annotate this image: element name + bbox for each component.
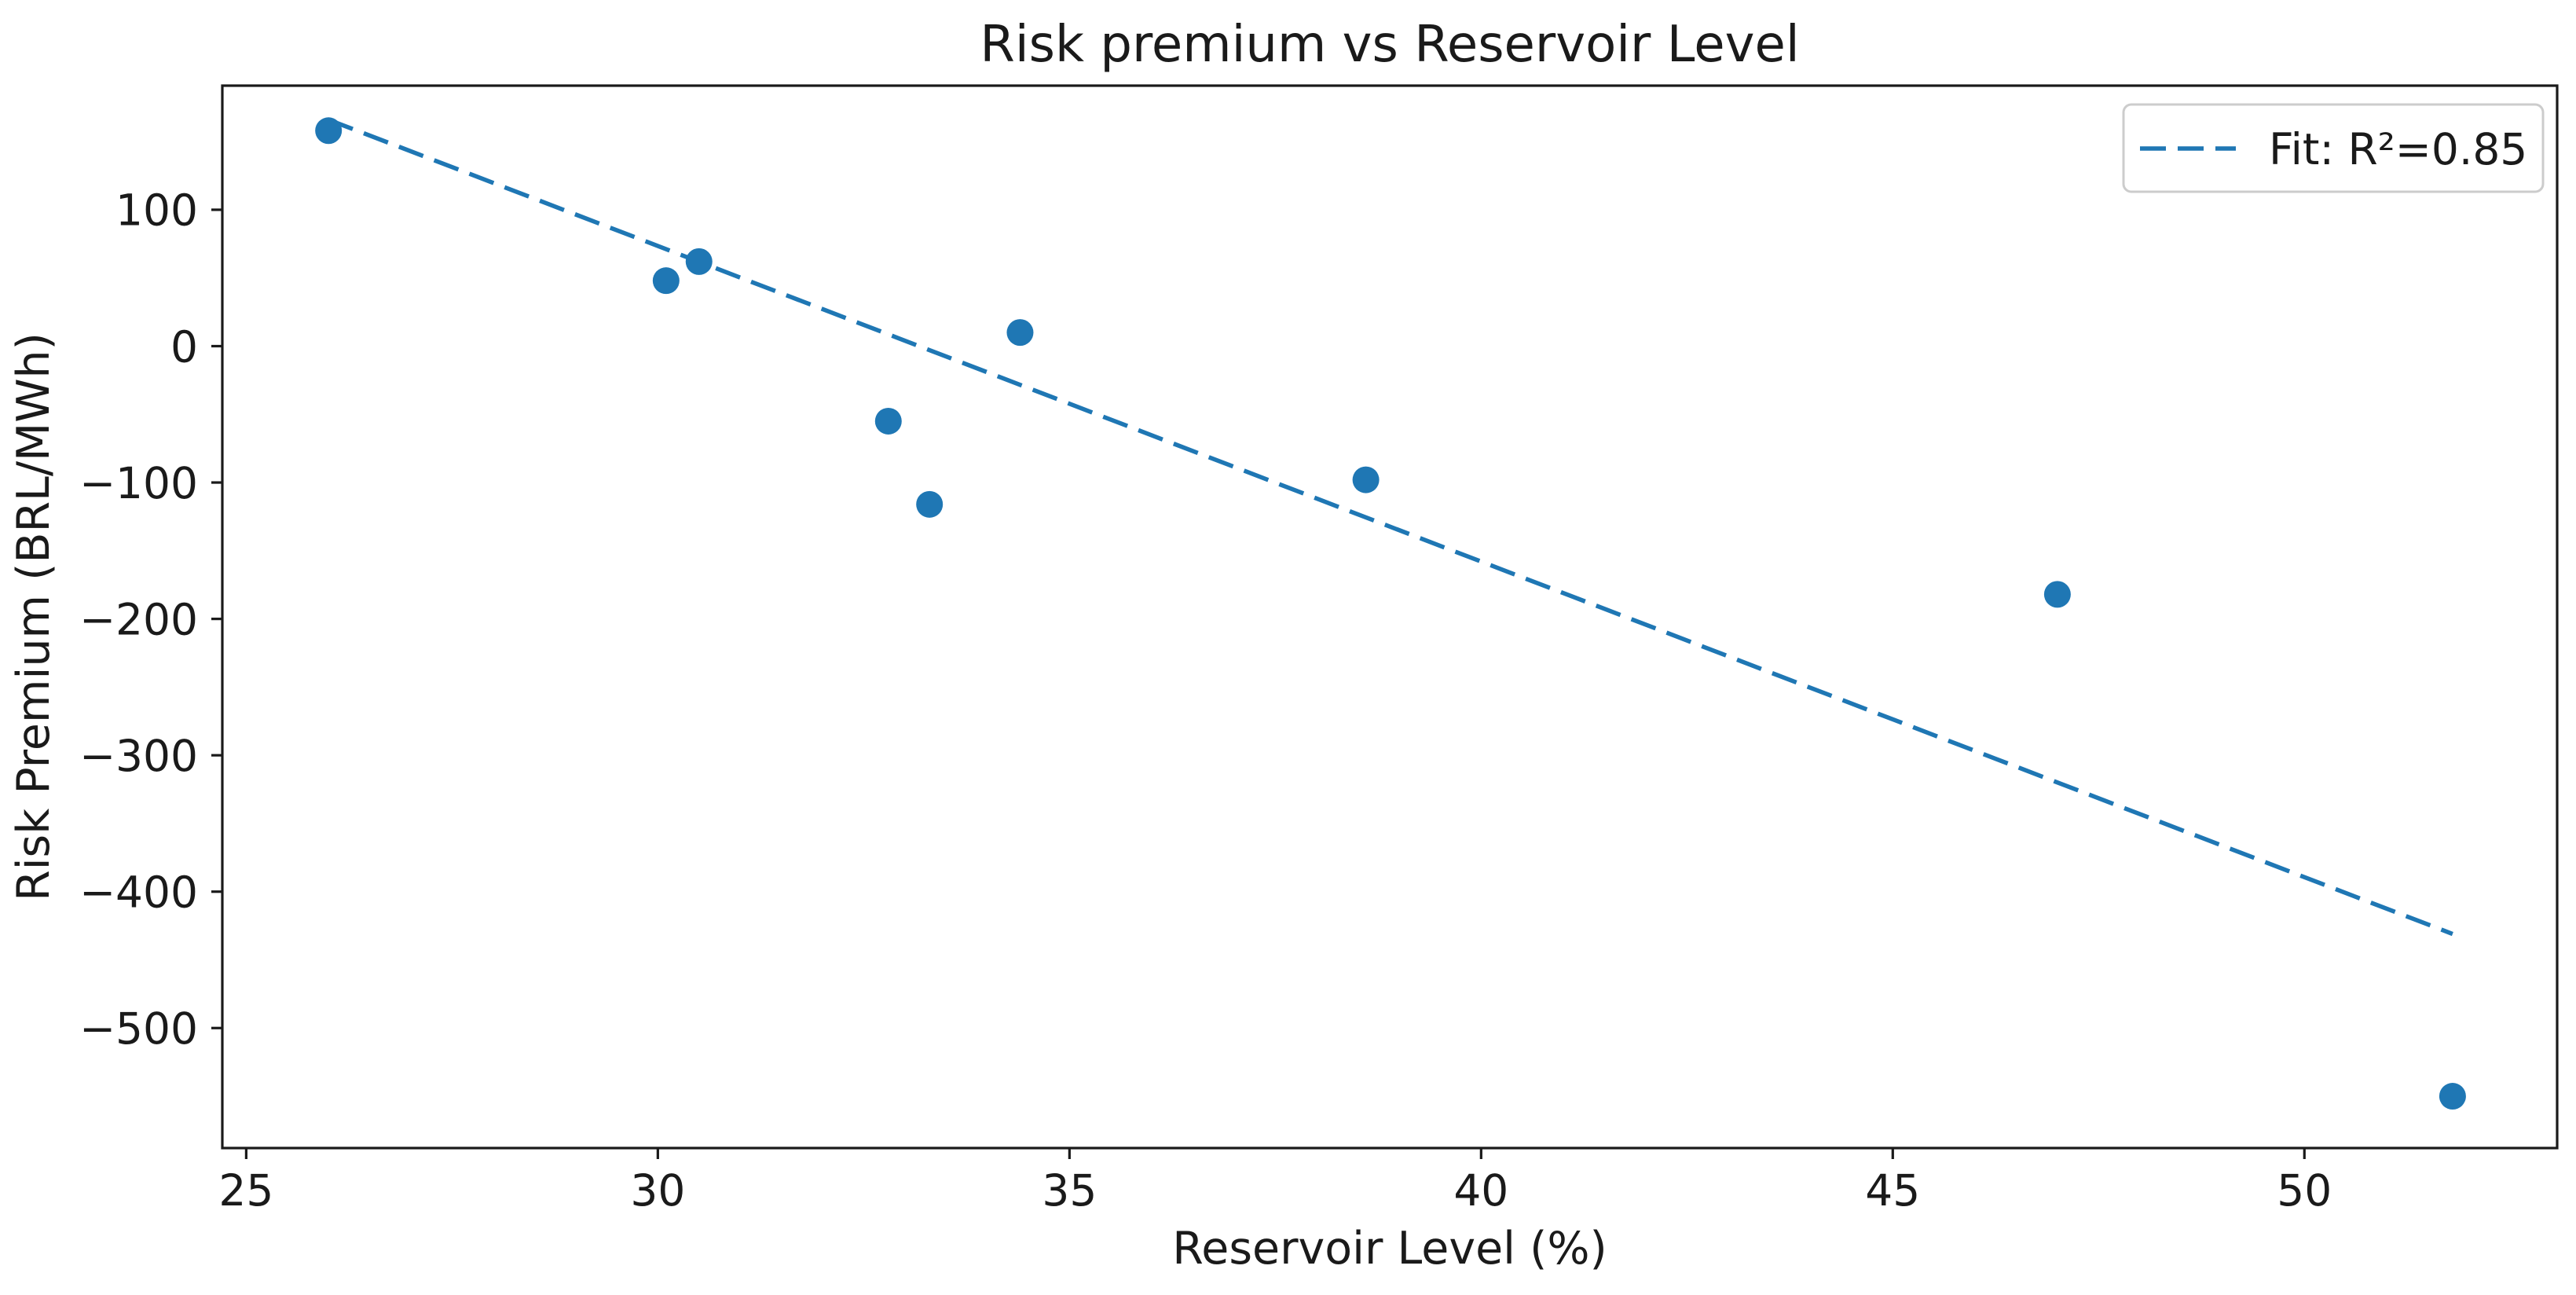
x-tick-label: 30 bbox=[630, 1165, 685, 1216]
y-tick-label: −200 bbox=[79, 594, 198, 644]
scatter-point bbox=[685, 248, 713, 275]
scatter-point bbox=[916, 490, 944, 518]
scatter-point bbox=[1352, 466, 1380, 493]
y-axis-label: Risk Premium (BRL/MWh) bbox=[8, 332, 60, 901]
y-tick-label: −100 bbox=[79, 458, 198, 508]
y-tick-label: 0 bbox=[170, 321, 198, 372]
legend-label: Fit: R²=0.85 bbox=[2269, 124, 2527, 174]
y-tick-label: 100 bbox=[115, 185, 198, 236]
legend-box bbox=[2122, 103, 2545, 193]
x-tick-label: 45 bbox=[1865, 1165, 1920, 1216]
x-axis-ticks: 25 30 35 40 45 50 bbox=[218, 1148, 2332, 1216]
chart-title: Risk premium vs Reservoir Level bbox=[980, 16, 1799, 74]
scatter-point bbox=[1006, 319, 1034, 347]
fit-line-group bbox=[328, 117, 2453, 937]
scatter-point bbox=[652, 267, 680, 295]
y-axis-ticks: 100 0 −100 −200 −300 −400 −500 bbox=[79, 185, 222, 1054]
x-tick-label: 35 bbox=[1042, 1165, 1097, 1216]
x-tick-label: 25 bbox=[218, 1165, 273, 1216]
legend: Fit: R²=0.85 bbox=[2122, 103, 2545, 193]
plot-border bbox=[221, 84, 2559, 1150]
scatter-point bbox=[874, 407, 902, 435]
x-tick-label: 50 bbox=[2277, 1165, 2332, 1216]
scatter-points bbox=[315, 117, 2466, 1110]
scatter-point bbox=[315, 117, 343, 145]
x-tick-label: 40 bbox=[1453, 1165, 1508, 1216]
y-tick-label: −300 bbox=[79, 731, 198, 781]
y-tick-label: −400 bbox=[79, 868, 198, 918]
scatter-point bbox=[2439, 1083, 2466, 1110]
y-tick-label: −500 bbox=[79, 1003, 198, 1054]
x-axis-label: Reservoir Level (%) bbox=[1172, 1223, 1607, 1275]
scatter-point bbox=[2043, 581, 2071, 608]
fit-line bbox=[328, 117, 2453, 937]
